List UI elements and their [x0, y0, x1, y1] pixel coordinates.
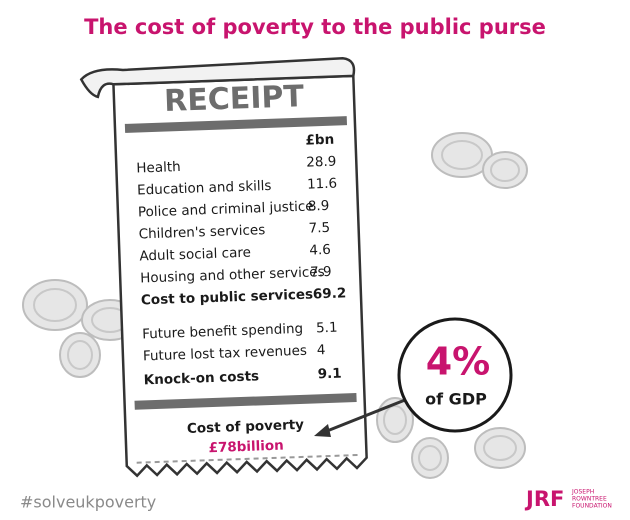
row-label: Housing and other services [140, 264, 325, 286]
logo-line: ROWNTREE [572, 496, 607, 503]
row-value: 11.6 [307, 176, 338, 193]
receipt-curl [79, 57, 356, 99]
row-value: 69.2 [313, 285, 347, 302]
receipt-bar [134, 393, 357, 410]
title: The cost of poverty to the public purse [84, 15, 546, 39]
receipt-paper [112, 74, 368, 478]
row-label: Adult social care [139, 245, 251, 265]
receipt: RECEIPT £bn Health 28.9 Education and skil… [79, 57, 368, 478]
row-label: Health [136, 159, 181, 177]
row-value: 4.6 [309, 242, 331, 259]
logo-mark: JRF [524, 487, 564, 511]
row-label: Future benefit spending [142, 321, 303, 343]
row-value: 4 [317, 342, 326, 358]
total-value: £78billion [208, 438, 284, 457]
row-label: Knock-on costs [144, 368, 260, 388]
receipt-heading: RECEIPT [164, 79, 305, 119]
row-value: 5.1 [316, 320, 338, 337]
receipt-bar [124, 116, 348, 133]
callout-label: of GDP [425, 390, 487, 409]
logo-line: FOUNDATION [572, 503, 612, 510]
row-label: Future lost tax revenues [143, 343, 308, 365]
unit: £bn [305, 132, 334, 149]
callout-circle [397, 317, 513, 433]
row-value: 7.9 [310, 264, 332, 281]
row-value: 8.9 [308, 198, 330, 215]
hashtag: #solveukpoverty [20, 493, 156, 512]
row-value: 9.1 [317, 366, 341, 383]
total-label: Cost of poverty [187, 417, 305, 437]
row-label: Children's services [138, 222, 265, 242]
dashed-line [136, 453, 359, 464]
row-label: Cost to public services [141, 286, 314, 308]
arrow-head [314, 424, 331, 437]
logo-line: JOSEPH [571, 489, 594, 496]
callout-value: 4% [426, 340, 491, 384]
row-value: 28.9 [306, 154, 337, 171]
arrow-line [321, 398, 406, 435]
row-label: Police and criminal justice [138, 198, 314, 220]
row-label: Education and skills [137, 178, 272, 199]
row-value: 7.5 [308, 220, 330, 237]
